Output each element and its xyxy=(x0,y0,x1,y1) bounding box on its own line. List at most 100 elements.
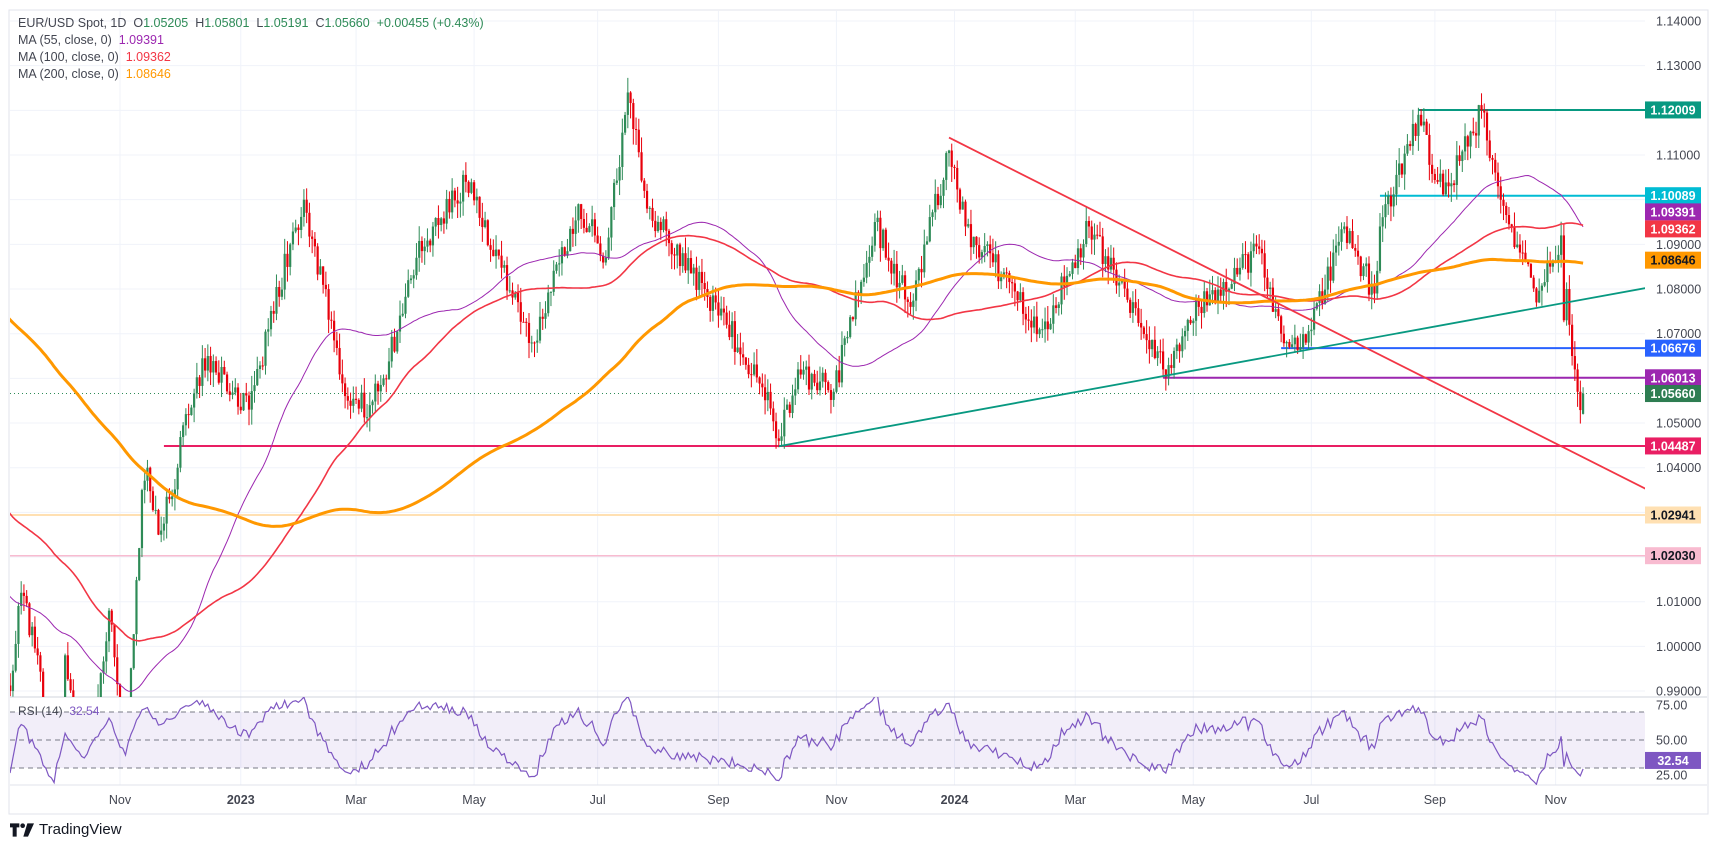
candle-body[interactable] xyxy=(1181,336,1184,352)
candle-body[interactable] xyxy=(1024,313,1027,320)
candle-body[interactable] xyxy=(160,530,163,535)
candle-body[interactable] xyxy=(1120,281,1124,283)
candle-body[interactable] xyxy=(1096,234,1099,236)
candle-body[interactable] xyxy=(1560,235,1563,255)
candle-body[interactable] xyxy=(967,224,970,227)
candle-body[interactable] xyxy=(909,301,912,307)
candle-body[interactable] xyxy=(168,496,171,500)
candle-body[interactable] xyxy=(17,606,20,644)
candle-body[interactable] xyxy=(1485,112,1489,141)
candle-body[interactable] xyxy=(1439,173,1442,182)
candle-body[interactable] xyxy=(640,152,643,181)
candle-body[interactable] xyxy=(766,391,769,401)
candle-body[interactable] xyxy=(1197,298,1200,307)
candle-body[interactable] xyxy=(165,496,168,524)
candle-body[interactable] xyxy=(1579,391,1582,411)
candle-body[interactable] xyxy=(742,354,745,358)
candle-body[interactable] xyxy=(1568,289,1571,325)
candle-body[interactable] xyxy=(193,393,196,408)
candle-body[interactable] xyxy=(750,374,753,376)
candle-body[interactable] xyxy=(1354,248,1357,251)
candle-body[interactable] xyxy=(1310,329,1313,332)
candle-body[interactable] xyxy=(261,365,264,367)
candle-body[interactable] xyxy=(777,438,780,441)
candle-body[interactable] xyxy=(901,275,904,283)
candle-body[interactable] xyxy=(752,364,756,375)
candle-body[interactable] xyxy=(1431,164,1434,174)
candle-body[interactable] xyxy=(651,207,654,221)
candle-body[interactable] xyxy=(1022,292,1025,314)
candle-body[interactable] xyxy=(1280,316,1283,334)
candle-body[interactable] xyxy=(925,241,929,245)
candle-body[interactable] xyxy=(1540,285,1544,291)
candle-body[interactable] xyxy=(1312,308,1316,330)
candle-body[interactable] xyxy=(173,489,176,497)
candle-body[interactable] xyxy=(851,317,855,320)
candle-body[interactable] xyxy=(975,236,978,246)
candle-body[interactable] xyxy=(865,262,868,278)
candle-body[interactable] xyxy=(840,344,844,383)
candle-body[interactable] xyxy=(231,392,234,395)
candle-body[interactable] xyxy=(950,150,953,167)
candle-body[interactable] xyxy=(311,236,314,239)
candle-body[interactable] xyxy=(1524,252,1527,262)
candle-body[interactable] xyxy=(1046,321,1049,330)
ma-line-200[interactable] xyxy=(8,257,1584,528)
candle-body[interactable] xyxy=(1098,235,1102,237)
candle-body[interactable] xyxy=(989,244,992,254)
candle-body[interactable] xyxy=(912,300,915,307)
candle-body[interactable] xyxy=(1076,248,1080,269)
candle-body[interactable] xyxy=(923,244,926,273)
candle-body[interactable] xyxy=(1447,182,1450,187)
candle-body[interactable] xyxy=(9,685,12,692)
candle-body[interactable] xyxy=(228,391,231,395)
candle-body[interactable] xyxy=(939,195,942,206)
candle-body[interactable] xyxy=(552,270,555,292)
candle-body[interactable] xyxy=(1483,110,1486,113)
candle-body[interactable] xyxy=(418,240,421,258)
candle-body[interactable] xyxy=(1455,155,1458,186)
candle-body[interactable] xyxy=(387,361,391,380)
candle-body[interactable] xyxy=(1414,123,1417,136)
candle-body[interactable] xyxy=(269,310,273,330)
candle-body[interactable] xyxy=(733,321,736,352)
candle-body[interactable] xyxy=(687,258,690,271)
candle-body[interactable] xyxy=(607,237,610,258)
candle-body[interactable] xyxy=(1326,266,1329,290)
candle-body[interactable] xyxy=(695,267,698,290)
candle-body[interactable] xyxy=(796,369,800,390)
candle-body[interactable] xyxy=(1183,330,1187,337)
candle-body[interactable] xyxy=(135,580,138,635)
candle-body[interactable] xyxy=(247,395,251,410)
candle-body[interactable] xyxy=(1093,234,1096,240)
candle-body[interactable] xyxy=(434,218,437,227)
candle-body[interactable] xyxy=(442,218,446,224)
candle-body[interactable] xyxy=(629,92,632,104)
candle-body[interactable] xyxy=(267,329,270,332)
candle-body[interactable] xyxy=(25,595,28,604)
candle-body[interactable] xyxy=(401,313,404,316)
candle-body[interactable] xyxy=(440,218,443,225)
candle-body[interactable] xyxy=(780,436,783,441)
candle-body[interactable] xyxy=(423,246,426,252)
candle-body[interactable] xyxy=(1384,204,1387,218)
candle-body[interactable] xyxy=(1013,283,1016,292)
candle-body[interactable] xyxy=(393,336,396,352)
candle-body[interactable] xyxy=(456,200,459,204)
candle-body[interactable] xyxy=(1307,331,1310,343)
candle-body[interactable] xyxy=(827,382,830,391)
candle-body[interactable] xyxy=(969,224,973,248)
candle-body[interactable] xyxy=(887,257,890,261)
candle-body[interactable] xyxy=(1340,229,1343,242)
candle-body[interactable] xyxy=(1466,136,1469,147)
candle-body[interactable] xyxy=(1244,254,1247,256)
candle-body[interactable] xyxy=(1104,256,1107,264)
candle-body[interactable] xyxy=(300,216,303,230)
candle-body[interactable] xyxy=(1162,351,1165,370)
candle-body[interactable] xyxy=(1444,182,1447,195)
candle-body[interactable] xyxy=(1255,243,1258,247)
candle-body[interactable] xyxy=(171,496,174,500)
candle-body[interactable] xyxy=(1118,282,1121,286)
candle-body[interactable] xyxy=(66,655,69,680)
candle-body[interactable] xyxy=(961,201,964,210)
